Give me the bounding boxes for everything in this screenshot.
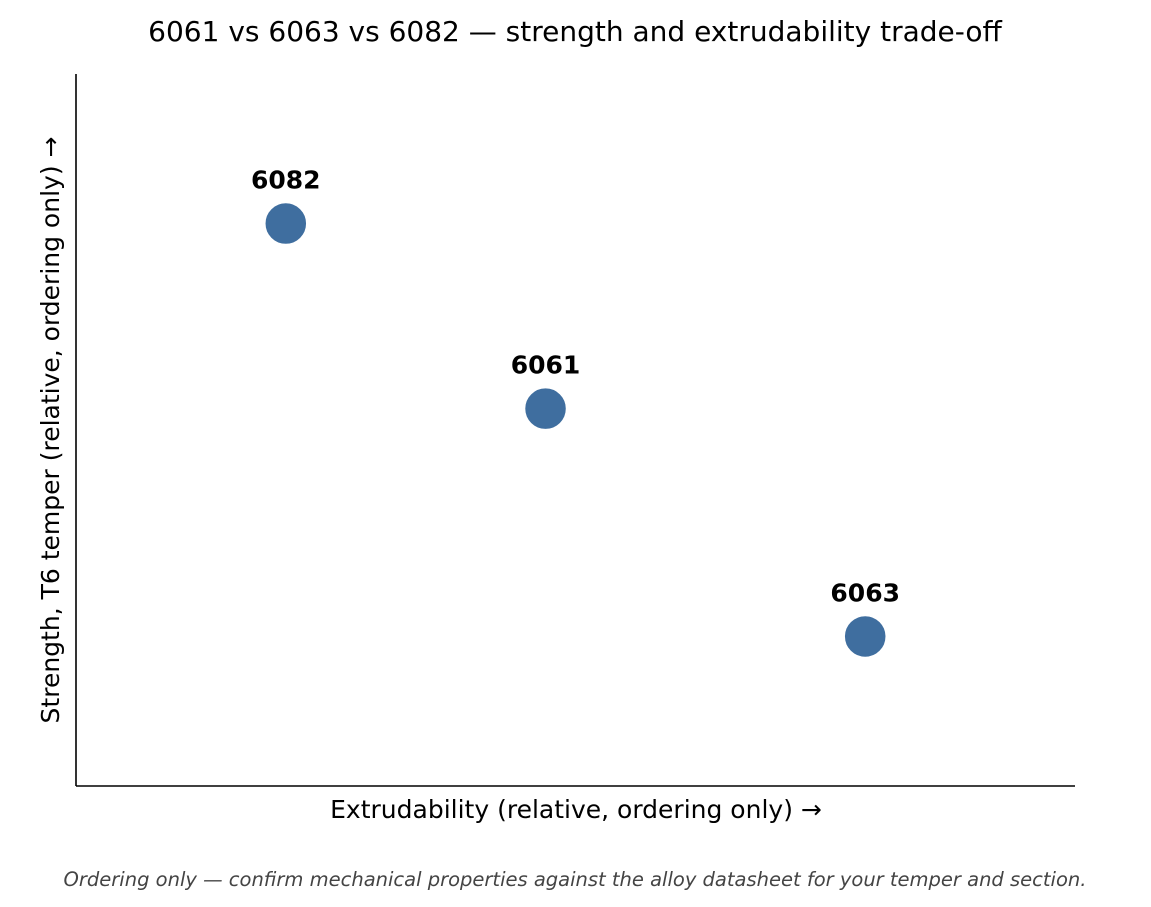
x-axis-label: Extrudability (relative, ordering only) … <box>330 795 822 824</box>
point-label-6082: 6082 <box>251 166 321 195</box>
plot-area: 6082 6061 6063 <box>75 74 1075 787</box>
data-point-6063 <box>843 614 887 659</box>
point-label-6061: 6061 <box>511 351 581 380</box>
footnote: Ordering only — confirm mechanical prope… <box>64 868 1087 891</box>
chart-title: 6061 vs 6063 vs 6082 — strength and extr… <box>148 15 1002 48</box>
y-axis-label: Strength, T6 temper (relative, ordering … <box>36 137 65 724</box>
points-layer: 6082 6061 6063 <box>251 166 900 659</box>
point-label-6063: 6063 <box>830 578 900 607</box>
data-point-6082 <box>264 201 308 246</box>
data-point-6061 <box>523 386 568 431</box>
